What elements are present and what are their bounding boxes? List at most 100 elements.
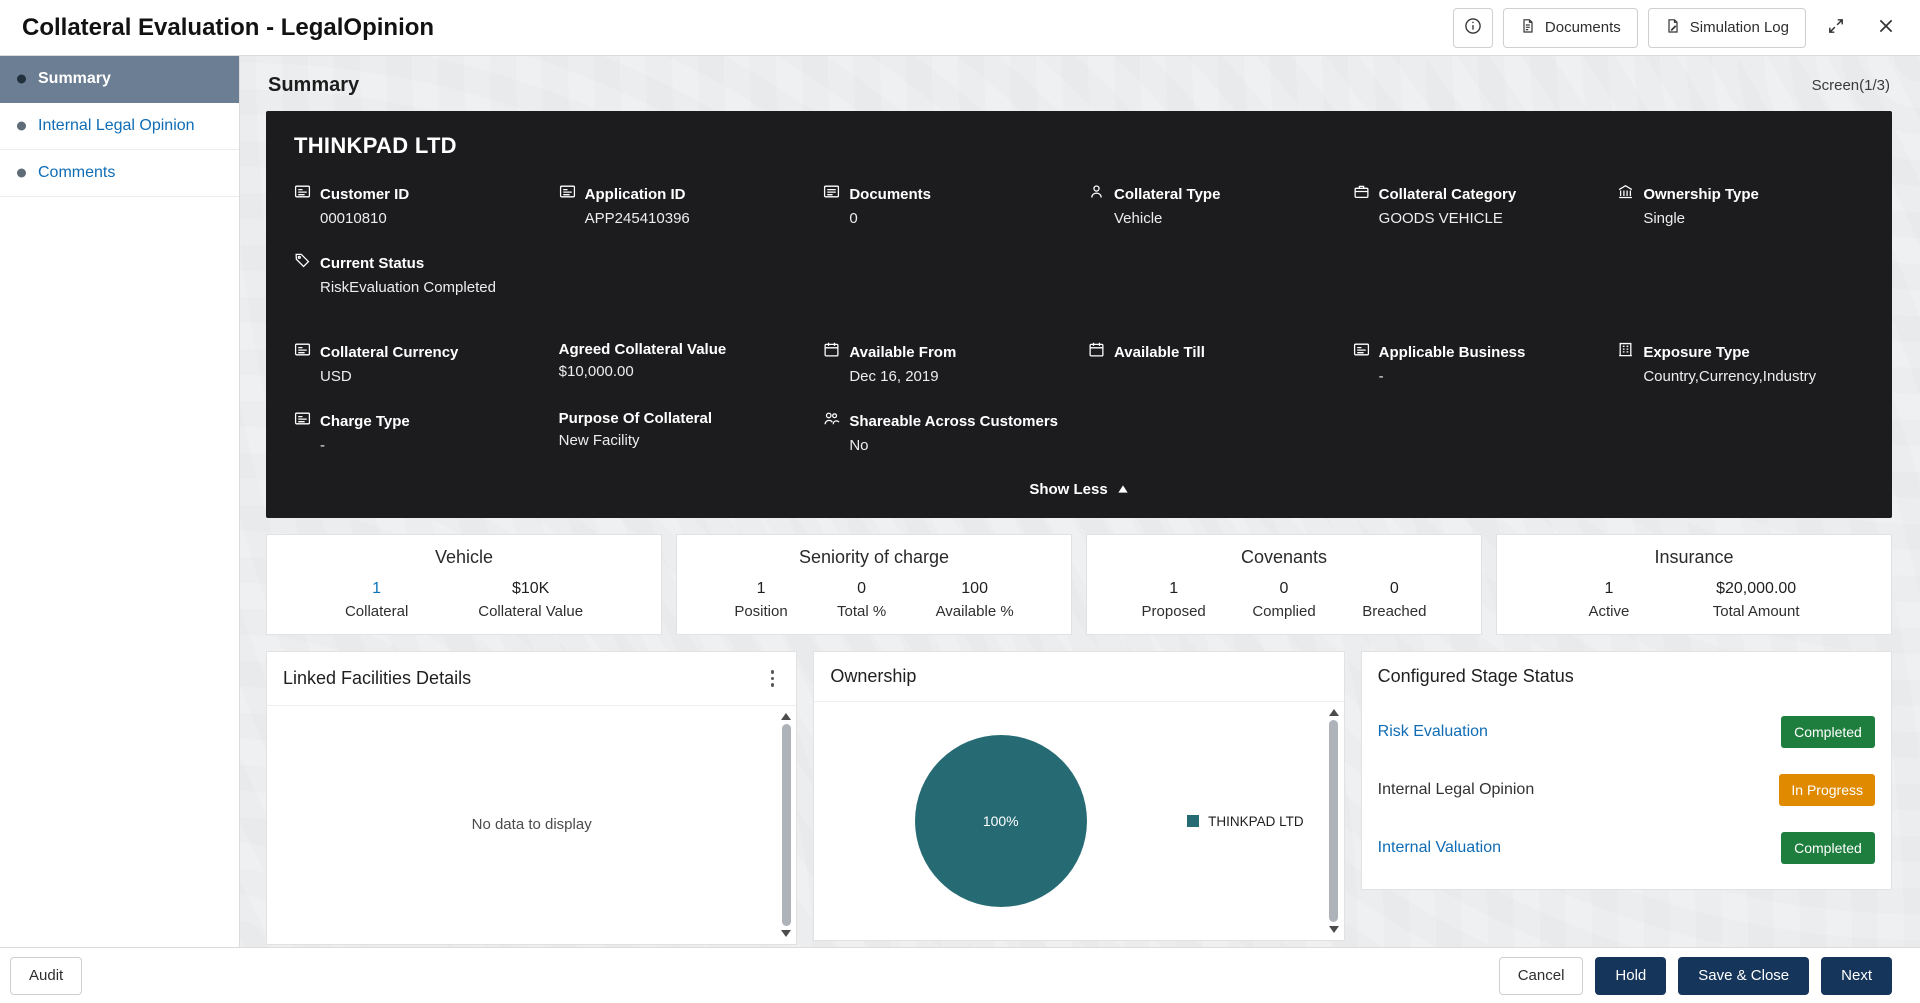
field-value: USD xyxy=(320,368,352,385)
field-value: - xyxy=(1378,368,1384,385)
field-label: Exposure Type xyxy=(1643,343,1750,361)
field-label: Documents xyxy=(849,185,932,203)
show-less-label: Show Less xyxy=(1029,481,1108,498)
field-value: - xyxy=(320,437,325,454)
field-value xyxy=(1114,368,1335,386)
field-label: Available From xyxy=(849,343,957,361)
scrollbar-thumb[interactable] xyxy=(781,723,791,926)
field-ownership-type: Ownership Type Single xyxy=(1617,183,1864,228)
field-value: Dec 16, 2019 xyxy=(849,368,939,385)
metric-label: Active xyxy=(1588,603,1630,620)
stat-card-covenants: Covenants 1 Proposed 0 Complied 0 Breach… xyxy=(1086,534,1482,635)
step-dot xyxy=(17,74,26,84)
ownership-card: Ownership 100% THINKPAD LTD xyxy=(813,651,1345,941)
hold-button[interactable]: Hold xyxy=(1595,956,1667,995)
vertical-scrollbar[interactable] xyxy=(1327,706,1341,936)
documents-button[interactable]: Documents xyxy=(1502,7,1638,48)
save-close-button[interactable]: Save & Close xyxy=(1678,956,1810,995)
audit-button[interactable]: Audit xyxy=(10,956,83,995)
vertical-scrollbar[interactable] xyxy=(779,710,793,940)
metric: 1 Collateral xyxy=(345,580,408,620)
metric-value: 1 xyxy=(756,580,766,597)
field-value: APP245410396 xyxy=(584,210,690,227)
kebab-menu-icon[interactable] xyxy=(765,666,781,691)
field-label: Charge Type xyxy=(320,412,410,430)
id-card-icon xyxy=(294,410,311,432)
info-button[interactable] xyxy=(1452,7,1493,48)
card-title: Configured Stage Status xyxy=(1377,666,1574,686)
field-exposure-type: Exposure Type Country,Currency,Industry xyxy=(1617,341,1864,386)
field-value: Vehicle xyxy=(1114,210,1163,227)
summary-fields-group-2: Collateral Currency USD Agreed Collatera… xyxy=(294,341,1864,455)
sidebar-item-comments[interactable]: Comments xyxy=(0,150,239,197)
field-label: Ownership Type xyxy=(1643,185,1759,203)
resize-icon xyxy=(1827,17,1845,38)
stage-row-risk-evaluation: Risk Evaluation Completed xyxy=(1362,703,1891,761)
metric: 0 Total % xyxy=(837,580,886,620)
scroll-up-icon[interactable] xyxy=(781,712,792,720)
stage-link[interactable]: Internal Valuation xyxy=(1377,839,1501,856)
step-dot xyxy=(17,168,26,178)
customer-name: THINKPAD LTD xyxy=(294,133,457,158)
field-value: New Facility xyxy=(558,432,640,449)
field-label: Shareable Across Customers xyxy=(849,412,1059,430)
field-shareable-across-customers: Shareable Across Customers No xyxy=(823,410,1070,455)
metric-value: 100 xyxy=(961,580,988,597)
simulation-log-button[interactable]: Simulation Log xyxy=(1647,7,1806,48)
stage-link[interactable]: Risk Evaluation xyxy=(1377,723,1488,740)
scroll-up-icon[interactable] xyxy=(1328,709,1339,716)
scroll-down-icon[interactable] xyxy=(1328,926,1339,933)
field-customer-id: Customer ID 00010810 xyxy=(294,183,541,228)
info-icon xyxy=(1464,17,1482,38)
simulation-log-button-label: Simulation Log xyxy=(1689,19,1789,36)
field-label: Application ID xyxy=(584,185,686,203)
field-collateral-currency: Collateral Currency USD xyxy=(294,341,541,386)
show-less-toggle[interactable]: Show Less xyxy=(294,455,1864,512)
scrollbar-thumb[interactable] xyxy=(1329,720,1339,922)
stage-row-internal-valuation: Internal Valuation Completed xyxy=(1362,819,1891,877)
next-button[interactable]: Next xyxy=(1821,956,1892,995)
metric-value: 0 xyxy=(1389,580,1399,597)
people-icon xyxy=(823,410,840,432)
legend-swatch xyxy=(1187,815,1200,827)
stage-label: Internal Legal Opinion xyxy=(1377,781,1535,798)
sidebar-item-summary[interactable]: Summary xyxy=(0,56,239,103)
simulation-log-icon xyxy=(1665,18,1681,38)
field-value: GOODS VEHICLE xyxy=(1378,210,1503,227)
stat-card-title: Covenants xyxy=(1240,547,1328,567)
close-icon xyxy=(1877,17,1895,38)
calendar-icon xyxy=(823,341,840,363)
metric-label: Complied xyxy=(1252,603,1316,620)
chevron-up-icon xyxy=(1117,481,1129,498)
sidebar-item-internal-legal-opinion[interactable]: Internal Legal Opinion xyxy=(0,103,239,150)
content-area: Summary Screen(1/3) THINKPAD LTD Custome… xyxy=(240,56,1920,947)
scroll-down-icon[interactable] xyxy=(781,929,792,937)
field-available-from: Available From Dec 16, 2019 xyxy=(823,341,1070,386)
ownership-pie-chart: 100% xyxy=(914,735,1087,907)
field-charge-type: Charge Type - xyxy=(294,410,541,455)
field-label: Customer ID xyxy=(320,185,410,203)
calendar-icon xyxy=(1088,341,1105,363)
linked-facilities-body: No data to display xyxy=(267,706,796,944)
status-badge: In Progress xyxy=(1779,774,1875,806)
close-button[interactable] xyxy=(1866,8,1906,48)
cancel-button[interactable]: Cancel xyxy=(1498,956,1584,995)
stat-card-title: Vehicle xyxy=(434,547,494,567)
stat-card-seniority-of-charge: Seniority of charge 1 Position 0 Total %… xyxy=(676,534,1072,635)
main-layout: Summary Internal Legal Opinion Comments … xyxy=(0,56,1920,947)
footer-bar: Audit Cancel Hold Save & Close Next xyxy=(0,947,1920,1003)
sidebar-item-label: Comments xyxy=(38,164,116,181)
metric: 1 Position xyxy=(734,580,787,620)
field-label: Collateral Type xyxy=(1114,185,1221,203)
person-icon xyxy=(1088,183,1105,205)
field-value: Country,Currency,Industry xyxy=(1643,368,1817,385)
metric-value: 1 xyxy=(1169,580,1179,597)
field-value: 0 xyxy=(849,210,858,227)
step-dot xyxy=(17,121,26,131)
chart-legend: THINKPAD LTD xyxy=(1187,814,1304,829)
lower-cards-row: Linked Facilities Details No data to dis… xyxy=(266,651,1892,945)
metric-label: Available % xyxy=(935,603,1014,620)
resize-button[interactable] xyxy=(1816,8,1856,48)
metric-value: $20,000.00 xyxy=(1716,580,1797,597)
field-value: RiskEvaluation Completed xyxy=(320,279,496,296)
